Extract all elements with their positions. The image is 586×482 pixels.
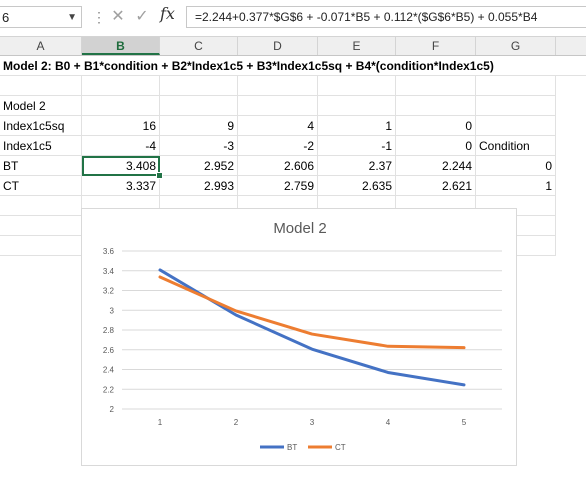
x-axis-ticks: 1 2 3 4 5	[158, 418, 467, 427]
row-label-cell[interactable]: BT	[0, 156, 82, 176]
value-cell[interactable]: 0	[396, 116, 476, 136]
cell[interactable]	[82, 96, 160, 116]
value-cell[interactable]: 2.37	[318, 156, 396, 176]
name-box-value: 6	[2, 10, 10, 25]
value-cell[interactable]: 2.621	[396, 176, 476, 196]
series-line-ct[interactable]	[158, 275, 466, 350]
cell[interactable]	[238, 96, 318, 116]
cell[interactable]	[396, 96, 476, 116]
confirm-icon[interactable]: ✓	[135, 8, 149, 25]
value-cell[interactable]: 9	[160, 116, 238, 136]
cell[interactable]	[238, 76, 318, 96]
chart-title: Model 2	[273, 220, 326, 237]
value-cell[interactable]: 0	[396, 136, 476, 156]
x-tick-label: 3	[310, 418, 315, 427]
sheet-row: Model 2: B0 + B1*condition + B2*Index1c5…	[0, 56, 586, 76]
y-tick-label: 3.2	[103, 287, 115, 296]
column-header-c[interactable]: C	[160, 37, 238, 55]
row-label-cell[interactable]: CT	[0, 176, 82, 196]
sheet-row: BT 3.408 2.952 2.606 2.37 2.244 0	[0, 156, 586, 179]
column-header-b[interactable]: B	[82, 37, 160, 55]
chart-legend: BT CT	[260, 443, 346, 452]
value-cell[interactable]: -4	[82, 136, 160, 156]
row-label-cell[interactable]: Index1c5sq	[0, 116, 82, 136]
cell[interactable]	[476, 76, 556, 96]
value-cell[interactable]: 3.337	[82, 176, 160, 196]
value-cell[interactable]: 2.993	[160, 176, 238, 196]
y-tick-label: 3.4	[103, 267, 115, 276]
legend-label-ct: CT	[335, 443, 346, 452]
chevron-down-icon[interactable]: ▼	[67, 12, 77, 23]
value-cell[interactable]: 2.606	[238, 156, 318, 176]
name-box[interactable]: 6 ▼	[0, 6, 82, 28]
sheet-row	[0, 76, 586, 96]
cell[interactable]	[0, 196, 82, 216]
value-cell[interactable]: 1	[318, 116, 396, 136]
x-tick-label: 1	[158, 418, 163, 427]
cell[interactable]	[396, 76, 476, 96]
x-tick-label: 2	[234, 418, 239, 427]
series-line-bt[interactable]	[158, 268, 466, 387]
extra-cell[interactable]	[476, 116, 556, 136]
y-tick-label: 3	[110, 306, 115, 315]
formula-input[interactable]: =2.244+0.377*$G$6 + -0.071*B5 + 0.112*($…	[186, 6, 586, 28]
line-chart[interactable]: Model 2 2 2.2 2.4 2.6 2.8 3 3.2 3.4 3.6 1 2 3 4 5 BT…	[81, 208, 517, 466]
column-header-h[interactable]	[556, 37, 586, 55]
cell[interactable]	[160, 76, 238, 96]
insert-function-icon[interactable]: fx	[160, 4, 175, 23]
condition-label-cell[interactable]: Condition	[476, 136, 556, 156]
condition-value-cell[interactable]: 0	[476, 156, 556, 176]
fill-handle[interactable]	[156, 172, 163, 179]
cell[interactable]	[0, 236, 82, 256]
column-header-d[interactable]: D	[238, 37, 318, 55]
sheet-row: CT 3.337 2.993 2.759 2.635 2.621 1	[0, 176, 586, 196]
y-axis-ticks: 2 2.2 2.4 2.6 2.8 3 3.2 3.4 3.6	[103, 247, 115, 414]
value-cell[interactable]: 2.635	[318, 176, 396, 196]
column-header-f[interactable]: F	[396, 37, 476, 55]
y-tick-label: 2.2	[103, 385, 115, 394]
chart-svg: Model 2 2 2.2 2.4 2.6 2.8 3 3.2 3.4 3.6 1 2 3 4 5 BT…	[103, 220, 502, 452]
y-tick-label: 2.8	[103, 326, 115, 335]
sheet-row: Index1c5 -4 -3 -2 -1 0 Condition	[0, 136, 586, 156]
value-cell[interactable]: -3	[160, 136, 238, 156]
y-tick-label: 2.6	[103, 346, 115, 355]
value-cell[interactable]: -1	[318, 136, 396, 156]
cell[interactable]	[476, 96, 556, 116]
cancel-icon[interactable]: ✕	[111, 8, 125, 25]
value-cell[interactable]: 4	[238, 116, 318, 136]
cell[interactable]	[0, 216, 82, 236]
legend-label-bt: BT	[287, 443, 297, 452]
x-tick-label: 4	[386, 418, 391, 427]
sheet-row: Model 2	[0, 96, 586, 116]
value-cell[interactable]: 16	[82, 116, 160, 136]
cell[interactable]	[82, 76, 160, 96]
y-tick-label: 3.6	[103, 247, 115, 256]
model-label-cell[interactable]: Model 2	[0, 96, 82, 116]
column-header-a[interactable]: A	[0, 37, 82, 55]
formula-text: =2.244+0.377*$G$6 + -0.071*B5 + 0.112*($…	[195, 10, 538, 24]
column-header-e[interactable]: E	[318, 37, 396, 55]
condition-value-cell[interactable]: 1	[476, 176, 556, 196]
formula-bar: 6 ▼ ⋮ ✕ ✓ fx =2.244+0.377*$G$6 + -0.071*…	[0, 0, 586, 37]
cell[interactable]	[160, 96, 238, 116]
cell[interactable]	[0, 76, 82, 96]
value-cell[interactable]: 2.952	[160, 156, 238, 176]
gridlines	[122, 250, 502, 410]
value-cell[interactable]: 2.759	[238, 176, 318, 196]
column-headers: A B C D E F G	[0, 37, 586, 56]
y-tick-label: 2.4	[103, 366, 115, 375]
row-label-cell[interactable]: Index1c5	[0, 136, 82, 156]
value-cell[interactable]: 2.244	[396, 156, 476, 176]
more-options-icon[interactable]: ⋮	[92, 9, 106, 25]
column-header-g[interactable]: G	[476, 37, 556, 55]
series-lines	[158, 268, 466, 387]
sheet-title-cell[interactable]: Model 2: B0 + B1*condition + B2*Index1c5…	[0, 56, 586, 76]
sheet-row: Index1c5sq 16 9 4 1 0	[0, 116, 586, 136]
x-tick-label: 5	[462, 418, 467, 427]
cell[interactable]	[318, 96, 396, 116]
value-cell[interactable]: -2	[238, 136, 318, 156]
selected-cell-b6[interactable]: 3.408	[82, 156, 160, 176]
cell[interactable]	[318, 76, 396, 96]
y-tick-label: 2	[110, 405, 115, 414]
